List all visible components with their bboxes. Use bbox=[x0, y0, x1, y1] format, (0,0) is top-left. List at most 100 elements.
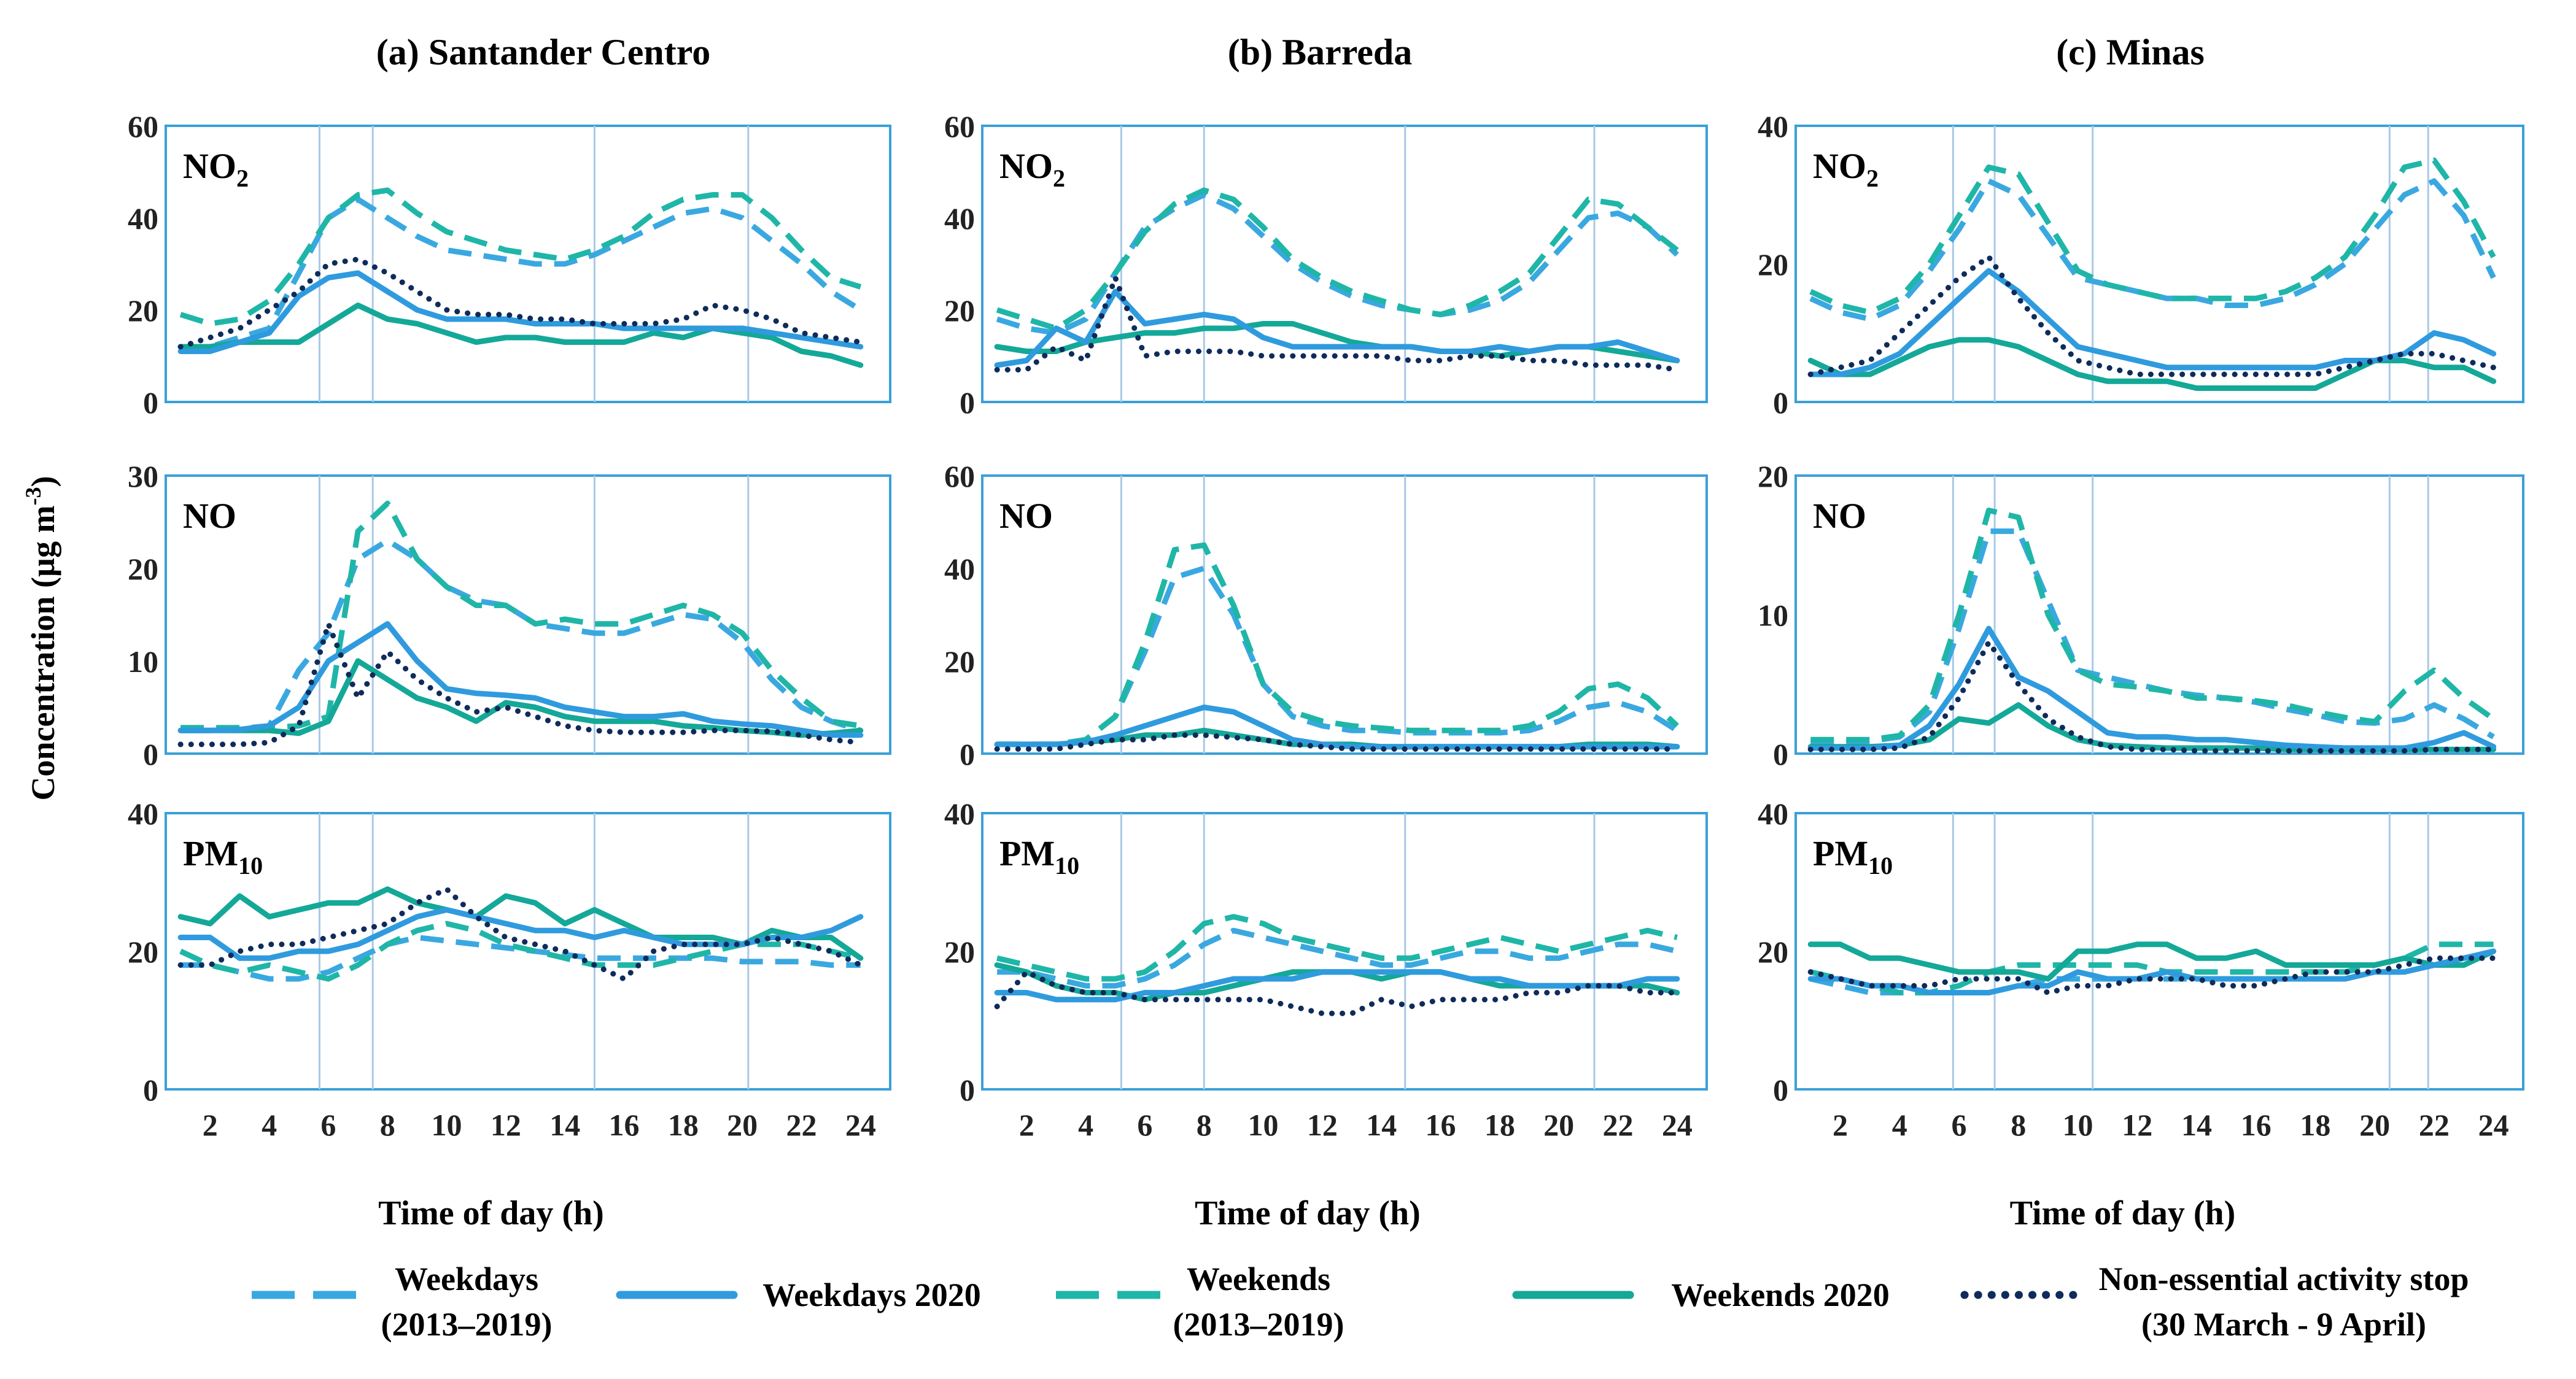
subplot: 0 10 20 30 NO bbox=[128, 459, 891, 771]
series-line bbox=[996, 192, 1679, 336]
y-tick-label: 20 bbox=[128, 293, 158, 328]
x-tick-label: 18 bbox=[668, 1108, 699, 1142]
series-line bbox=[1807, 625, 2497, 751]
x-tick-label: 24 bbox=[2478, 1108, 2509, 1142]
y-tick-label: 0 bbox=[960, 737, 975, 771]
x-tick-label: 6 bbox=[320, 1108, 336, 1142]
panel-title: (b) Barreda bbox=[1228, 32, 1413, 72]
series-line bbox=[994, 705, 1680, 750]
series-line bbox=[177, 886, 864, 982]
series-line bbox=[997, 565, 1679, 747]
y-tick-label: 40 bbox=[128, 201, 158, 236]
series-line bbox=[994, 288, 1680, 368]
pollutant-label: NO bbox=[1813, 496, 1866, 536]
series-line bbox=[1807, 254, 2497, 377]
pollutant-label: PM10 bbox=[999, 833, 1079, 879]
pollutant-label: NO2 bbox=[1813, 146, 1879, 192]
subplot: 0 20 40 60 NO2 bbox=[128, 109, 891, 420]
pollutant-label: NO2 bbox=[999, 146, 1065, 192]
subplot: 0 20 40 PM10 bbox=[944, 797, 1708, 1107]
x-tick-label: 18 bbox=[2300, 1108, 2330, 1142]
x-tick-label: 4 bbox=[262, 1108, 277, 1142]
y-tick-label: 20 bbox=[128, 935, 158, 969]
y-tick-label: 0 bbox=[143, 385, 158, 420]
pollutant-label: NO bbox=[999, 496, 1053, 536]
x-tick-label: 22 bbox=[1603, 1108, 1634, 1142]
subplot: 0 20 40 60 NO2 bbox=[944, 109, 1708, 420]
x-tick-label: 12 bbox=[491, 1108, 521, 1142]
series-line bbox=[997, 927, 1678, 989]
legend-label: Weekends 2020 bbox=[1671, 1277, 1890, 1313]
y-tick-label: 0 bbox=[1773, 1073, 1788, 1107]
x-tick-label: 14 bbox=[549, 1108, 580, 1142]
y-tick-label: 20 bbox=[1758, 247, 1788, 282]
plot-frame bbox=[981, 474, 1708, 755]
legend-label-sub: (2013–2019) bbox=[1173, 1306, 1344, 1343]
y-tick-label: 0 bbox=[1773, 737, 1788, 771]
x-tick-label: 10 bbox=[2062, 1108, 2093, 1142]
y-tick-label: 20 bbox=[128, 552, 158, 586]
y-tick-label: 60 bbox=[944, 109, 975, 144]
y-tick-label: 40 bbox=[944, 797, 975, 831]
subplot: 0 20 40 60 NO bbox=[944, 459, 1708, 771]
plot-frame bbox=[165, 474, 891, 755]
series-line bbox=[1807, 639, 2497, 754]
y-tick-label: 40 bbox=[944, 552, 975, 586]
legend-label-sub: (30 March - 9 April) bbox=[2141, 1306, 2426, 1343]
panel-title: (a) Santander Centro bbox=[376, 32, 710, 72]
x-tick-label: 20 bbox=[727, 1108, 758, 1142]
plot-frame bbox=[1794, 474, 2524, 755]
y-tick-label: 60 bbox=[128, 109, 158, 144]
pollutant-label: PM10 bbox=[1813, 833, 1893, 879]
series-line bbox=[179, 187, 862, 326]
subplot: 0 20 40 PM10 bbox=[1758, 797, 2524, 1107]
x-tick-label: 18 bbox=[1484, 1108, 1515, 1142]
y-tick-label: 20 bbox=[1758, 935, 1788, 969]
x-tick-label: 2 bbox=[1833, 1108, 1848, 1142]
series-line bbox=[1807, 941, 2497, 982]
x-tick-label: 16 bbox=[609, 1108, 640, 1142]
y-tick-label: 60 bbox=[944, 459, 975, 493]
legend-label: Weekends bbox=[1187, 1261, 1330, 1297]
x-axis-label: Time of day (h) bbox=[378, 1194, 604, 1232]
plot-frame bbox=[165, 812, 891, 1091]
x-tick-label: 6 bbox=[1952, 1108, 1967, 1142]
series-line bbox=[177, 303, 864, 368]
y-tick-label: 0 bbox=[1773, 385, 1788, 420]
x-tick-label: 2 bbox=[1019, 1108, 1034, 1142]
y-tick-label: 20 bbox=[1758, 459, 1788, 493]
y-tick-label: 40 bbox=[1758, 109, 1788, 144]
series-line bbox=[994, 969, 1680, 1003]
y-tick-label: 20 bbox=[944, 293, 975, 328]
y-tick-label: 10 bbox=[1758, 598, 1788, 633]
series-line bbox=[180, 500, 861, 731]
legend-label: Weekdays bbox=[395, 1261, 538, 1297]
series-line bbox=[1809, 157, 2496, 315]
x-tick-label: 10 bbox=[432, 1108, 462, 1142]
pollutant-label: NO2 bbox=[183, 146, 249, 192]
series-line bbox=[1810, 528, 2495, 746]
y-axis-label: Concentration (µg m-3) bbox=[21, 476, 61, 800]
x-tick-label: 8 bbox=[2011, 1108, 2026, 1142]
x-tick-label: 12 bbox=[2122, 1108, 2152, 1142]
x-axis-label: Time of day (h) bbox=[2010, 1194, 2236, 1232]
y-tick-label: 0 bbox=[960, 385, 975, 420]
legend-label-sub: (2013–2019) bbox=[381, 1306, 553, 1343]
subplot: 0 10 20 NO bbox=[1758, 459, 2524, 771]
y-tick-label: 40 bbox=[1758, 797, 1788, 831]
series-line bbox=[180, 196, 863, 354]
subplot: 0 20 40 PM10 bbox=[128, 797, 891, 1107]
panel-title: (c) Minas bbox=[2056, 32, 2205, 72]
series-line bbox=[994, 732, 1680, 752]
y-tick-label: 0 bbox=[143, 737, 158, 771]
series-line bbox=[997, 542, 1679, 747]
x-tick-label: 4 bbox=[1892, 1108, 1907, 1142]
x-tick-label: 16 bbox=[2241, 1108, 2271, 1142]
plot-frame bbox=[1794, 812, 2524, 1091]
x-tick-label: 24 bbox=[845, 1108, 876, 1142]
subplot: 0 20 40 NO2 bbox=[1758, 109, 2524, 420]
series-line bbox=[1809, 178, 2496, 322]
x-tick-label: 20 bbox=[1543, 1108, 1574, 1142]
y-tick-label: 10 bbox=[128, 644, 158, 679]
